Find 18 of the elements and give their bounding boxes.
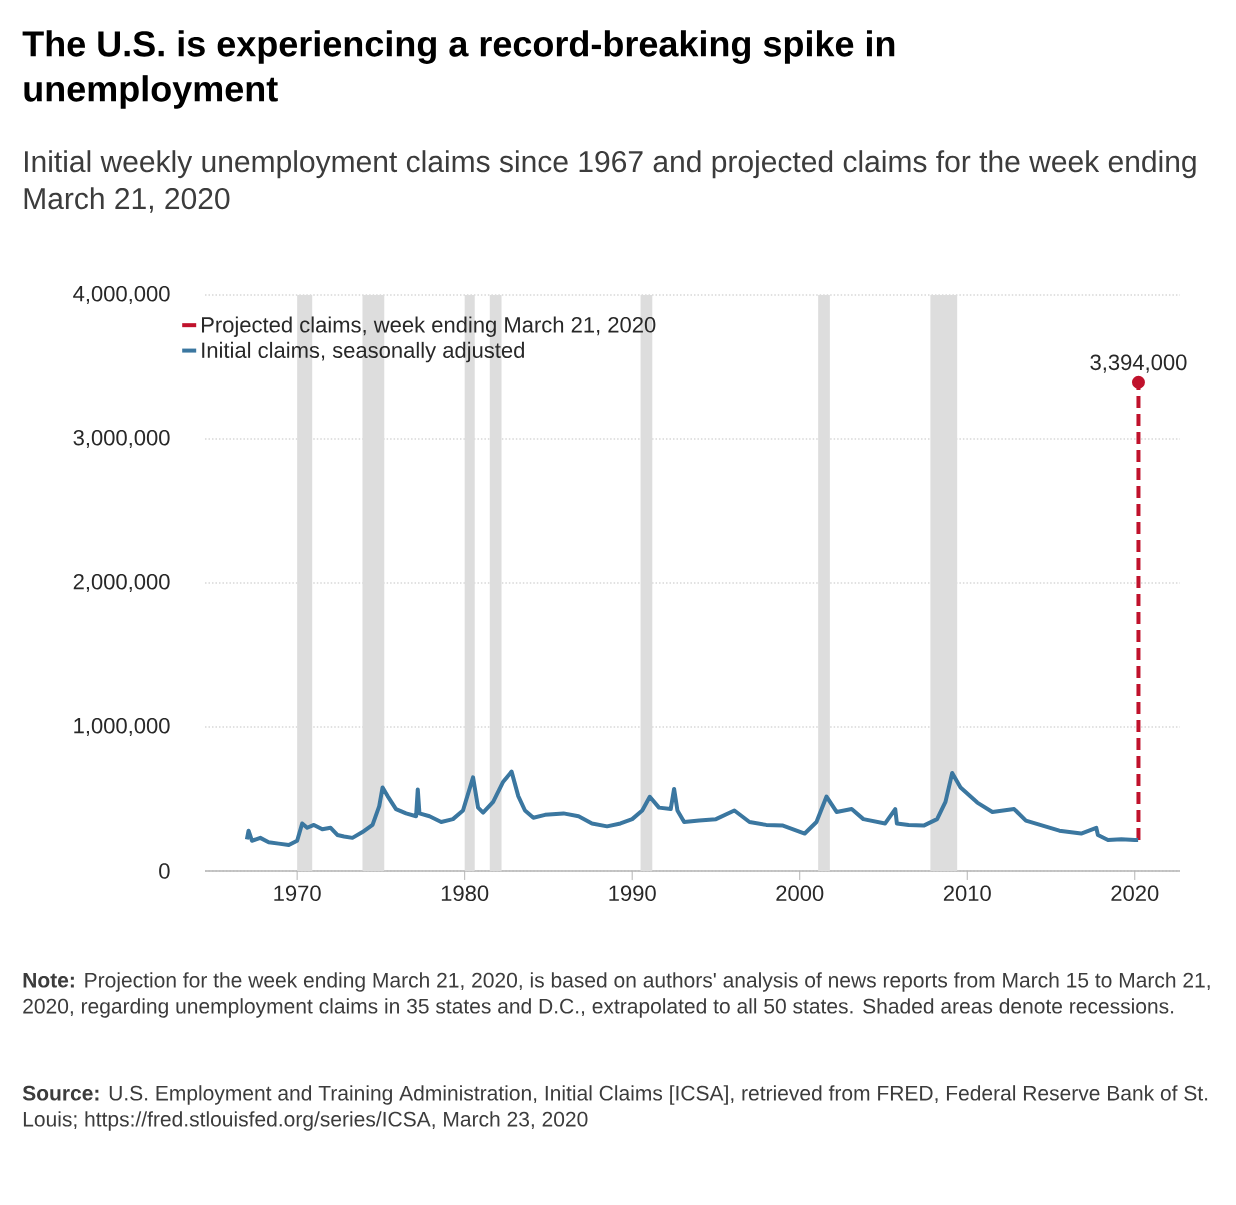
y-tick-label: 0 [159, 863, 170, 879]
text: Note: Projection for the week ending March 21, 2020, is based on authors' analysis of news reports from March 15 to March 21, 2020, regarding unemployment claims in 35 states and D.C., extrapolated to all 50 states. Shaded areas denote recessions. [23, 972, 1210, 1018]
x-tick-label: 2020 [1111, 885, 1159, 902]
legend-label: Projected claims, week ending March 21, 2020 [202, 316, 656, 337]
x-tick-label: 1970 [274, 885, 321, 902]
x-tick-label: 2010 [943, 885, 991, 902]
y-tick-label: 4,000,000 [73, 285, 170, 305]
text: Source: U.S. Employment and Training Administration, Initial Claims [ICSA], retrieved from FRED, Federal Reserve Bank of St. Louis; https://fred.stlouisfed.org/series/ICSA, March 23, 2020 [22, 1085, 1208, 1131]
chart-title: The U.S. is experiencing a record-breaking spike in unemployment [22, 30, 895, 109]
y-tick-label: 1,000,000 [74, 717, 170, 737]
data-label: 3,394,000 [1090, 354, 1187, 373]
y-tick-label: 3,000,000 [73, 429, 170, 449]
chart-subtitle: Initial weekly unemployment claims since 1967 and projected claims for the week ending March 21, 2020 [24, 150, 1196, 213]
x-tick-label: 1990 [609, 885, 656, 902]
legend-label: Initial claims, seasonally adjusted [202, 341, 524, 363]
x-tick-label: 2000 [776, 885, 824, 902]
y-tick-label: 2,000,000 [73, 573, 170, 593]
x-tick-label: 1980 [441, 885, 489, 902]
